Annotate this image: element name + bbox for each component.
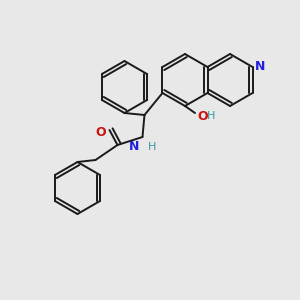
Text: O: O xyxy=(96,125,106,139)
Text: H: H xyxy=(207,111,215,121)
Text: O: O xyxy=(197,110,208,122)
Text: N: N xyxy=(254,61,265,74)
Text: H: H xyxy=(148,142,156,152)
Text: N: N xyxy=(129,140,140,153)
